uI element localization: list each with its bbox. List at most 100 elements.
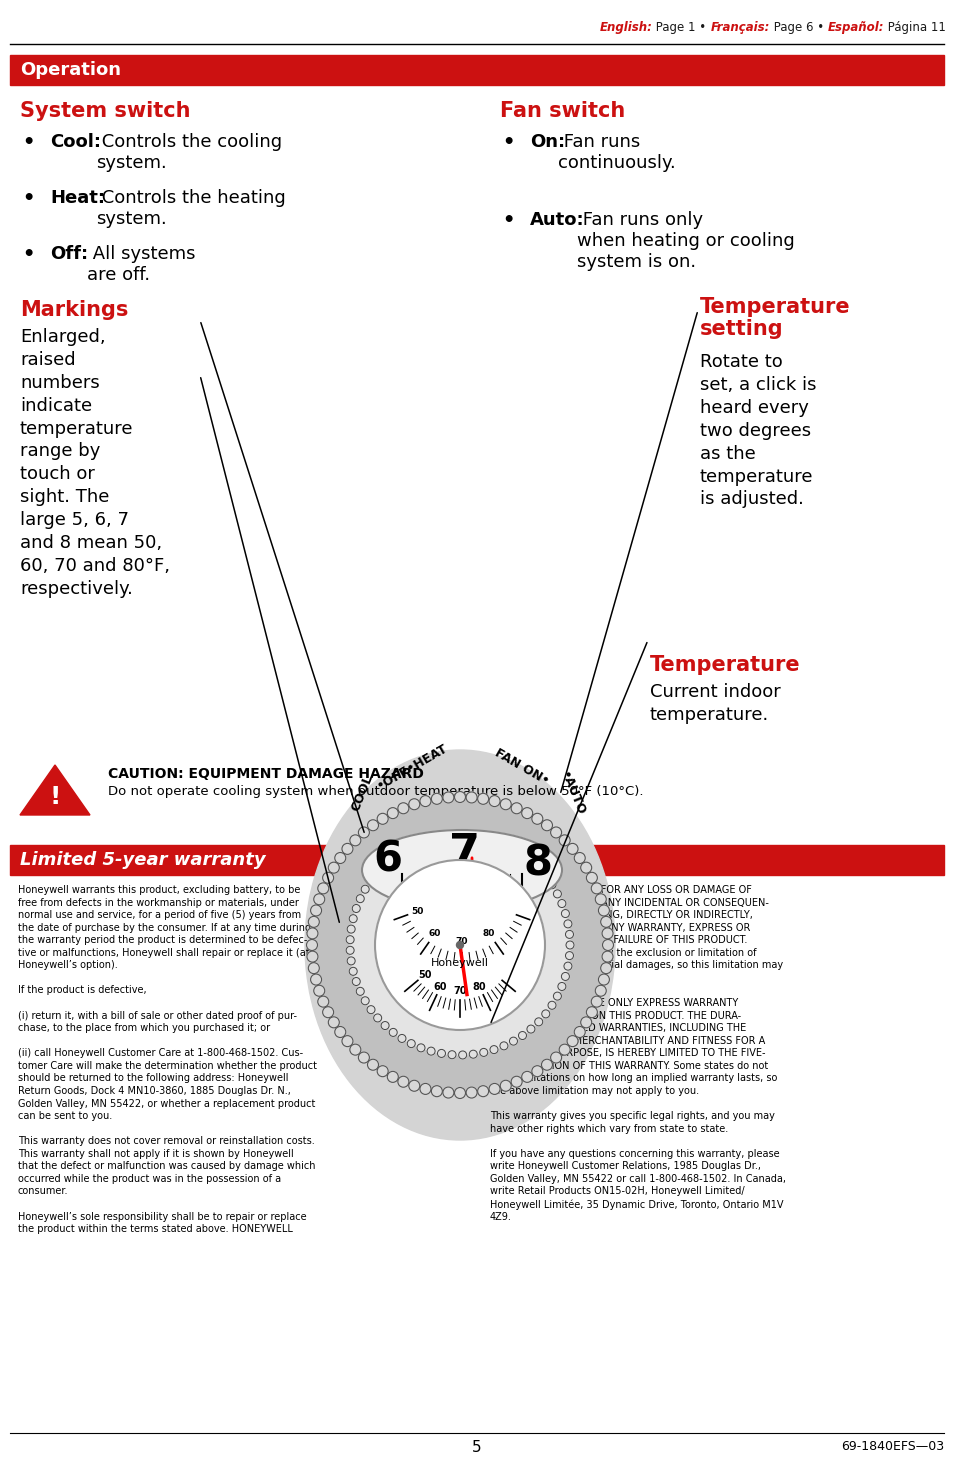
Text: !: !: [50, 785, 61, 808]
Text: •: •: [22, 133, 34, 152]
Circle shape: [600, 916, 611, 928]
Circle shape: [477, 1086, 488, 1097]
Circle shape: [521, 808, 532, 819]
Circle shape: [560, 972, 569, 981]
Circle shape: [376, 813, 388, 825]
Circle shape: [565, 941, 574, 948]
Circle shape: [595, 985, 605, 996]
Circle shape: [490, 1046, 497, 1053]
Circle shape: [454, 1087, 465, 1099]
Bar: [10, 55, 943, 86]
Text: Temperature: Temperature: [649, 655, 800, 676]
Circle shape: [328, 1016, 339, 1028]
Circle shape: [534, 864, 542, 872]
Circle shape: [397, 1077, 409, 1087]
Circle shape: [499, 799, 511, 810]
Circle shape: [489, 1084, 499, 1094]
Circle shape: [367, 876, 375, 885]
Text: 60: 60: [434, 982, 447, 991]
Circle shape: [509, 845, 517, 853]
Circle shape: [307, 951, 317, 962]
Circle shape: [431, 1086, 442, 1097]
Text: FAN ON•: FAN ON•: [492, 746, 551, 788]
Circle shape: [361, 885, 369, 894]
Circle shape: [322, 872, 334, 884]
Ellipse shape: [305, 749, 615, 1140]
Circle shape: [427, 1047, 435, 1055]
Circle shape: [311, 906, 321, 916]
Text: Français:: Français:: [710, 22, 769, 34]
Circle shape: [306, 940, 317, 950]
Circle shape: [489, 795, 499, 807]
Circle shape: [376, 1066, 388, 1077]
Circle shape: [598, 906, 609, 916]
Circle shape: [397, 802, 409, 814]
Text: Controls the heating
system.: Controls the heating system.: [96, 189, 286, 227]
Text: Cool:: Cool:: [50, 133, 101, 150]
Text: 70: 70: [456, 938, 468, 947]
Circle shape: [407, 842, 415, 851]
Circle shape: [367, 820, 378, 830]
Circle shape: [509, 1037, 517, 1046]
Text: 5: 5: [472, 1440, 481, 1454]
Circle shape: [335, 1027, 345, 1037]
Circle shape: [558, 835, 570, 845]
Circle shape: [526, 857, 535, 864]
Circle shape: [580, 1016, 591, 1028]
Circle shape: [563, 962, 572, 971]
Text: Fan runs
continuously.: Fan runs continuously.: [558, 133, 676, 171]
Circle shape: [499, 1080, 511, 1092]
Circle shape: [448, 832, 456, 839]
Circle shape: [350, 835, 360, 845]
Circle shape: [367, 1059, 378, 1071]
Circle shape: [541, 820, 552, 830]
Circle shape: [591, 884, 601, 894]
Text: Off:: Off:: [50, 245, 88, 263]
Text: Operation: Operation: [20, 60, 121, 80]
Text: Enlarged,
raised
numbers
indicate
temperature
range by
touch or
sight. The
large: Enlarged, raised numbers indicate temper…: [20, 327, 170, 597]
Circle shape: [490, 836, 497, 844]
Circle shape: [374, 869, 381, 876]
Circle shape: [541, 872, 549, 881]
Circle shape: [416, 838, 424, 847]
Circle shape: [328, 863, 339, 873]
Circle shape: [380, 1022, 389, 1030]
Circle shape: [431, 794, 442, 804]
Circle shape: [550, 827, 561, 838]
Circle shape: [352, 904, 360, 913]
Circle shape: [380, 860, 389, 869]
Circle shape: [358, 827, 369, 838]
Text: Markings: Markings: [20, 299, 129, 320]
Circle shape: [586, 1007, 597, 1018]
Circle shape: [479, 833, 487, 842]
Circle shape: [456, 941, 463, 948]
Circle shape: [341, 844, 353, 854]
Circle shape: [477, 794, 488, 804]
Circle shape: [511, 802, 521, 814]
Circle shape: [358, 1052, 369, 1063]
Circle shape: [314, 985, 324, 996]
Circle shape: [541, 1059, 552, 1071]
Circle shape: [454, 792, 465, 802]
Circle shape: [479, 1049, 487, 1056]
Text: 70: 70: [453, 985, 466, 996]
Text: English:: English:: [599, 22, 652, 34]
Text: •: •: [22, 189, 34, 208]
Text: On:: On:: [530, 133, 564, 150]
Circle shape: [574, 1027, 584, 1037]
Circle shape: [558, 900, 565, 907]
Circle shape: [574, 853, 584, 863]
Circle shape: [308, 963, 319, 974]
Circle shape: [600, 963, 611, 974]
Text: 60: 60: [429, 929, 441, 938]
Circle shape: [499, 841, 507, 848]
Circle shape: [308, 916, 319, 928]
Circle shape: [389, 854, 396, 861]
Circle shape: [408, 1080, 419, 1092]
Circle shape: [558, 1044, 570, 1055]
Circle shape: [448, 1050, 456, 1059]
Circle shape: [375, 860, 544, 1030]
Text: CAUTION: EQUIPMENT DAMAGE HAZARD: CAUTION: EQUIPMENT DAMAGE HAZARD: [108, 767, 423, 780]
Circle shape: [346, 935, 354, 944]
Text: Fan runs only
when heating or cooling
system is on.: Fan runs only when heating or cooling sy…: [577, 211, 795, 270]
